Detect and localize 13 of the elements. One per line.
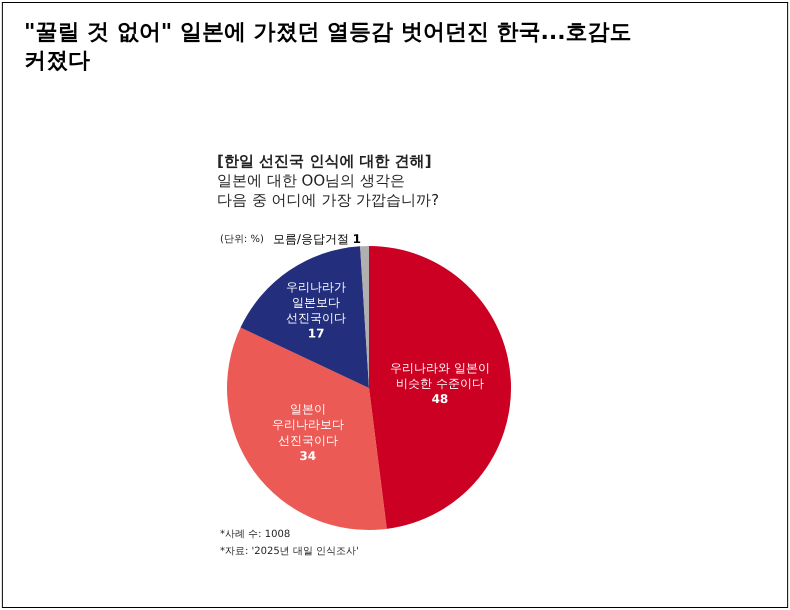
text: *자료: '2025년 대일 인식조사' [220,546,359,557]
slice-label: 일본이 우리나라보다 선진국이다 [272,402,344,448]
data-label: 34 [299,448,316,463]
text: *사례 수: 1008 [220,529,290,540]
slice-label: 우리나라와 일본이 비슷한 수준이다 [390,360,490,391]
slice-label: 모름/응답거절 [272,232,349,246]
slice-label: 우리나라가 일본보다 선진국이다 [286,280,346,325]
data-label: 1 [352,232,362,246]
data-label: 48 [432,392,448,406]
chart-title: "꿀릴 것 없어" 일본에 가졌던 열등감 벗어던진 한국...호감도 커졌다 [24,20,632,74]
chart-subtitle: [한일 선진국 인식에 대한 견해] 일본에 대한 OO님의 생각은 다음 중 어디에 가장 가깝습니까? [217,152,440,209]
text: (단위: %) [220,234,264,245]
data-label: 17 [308,326,324,341]
